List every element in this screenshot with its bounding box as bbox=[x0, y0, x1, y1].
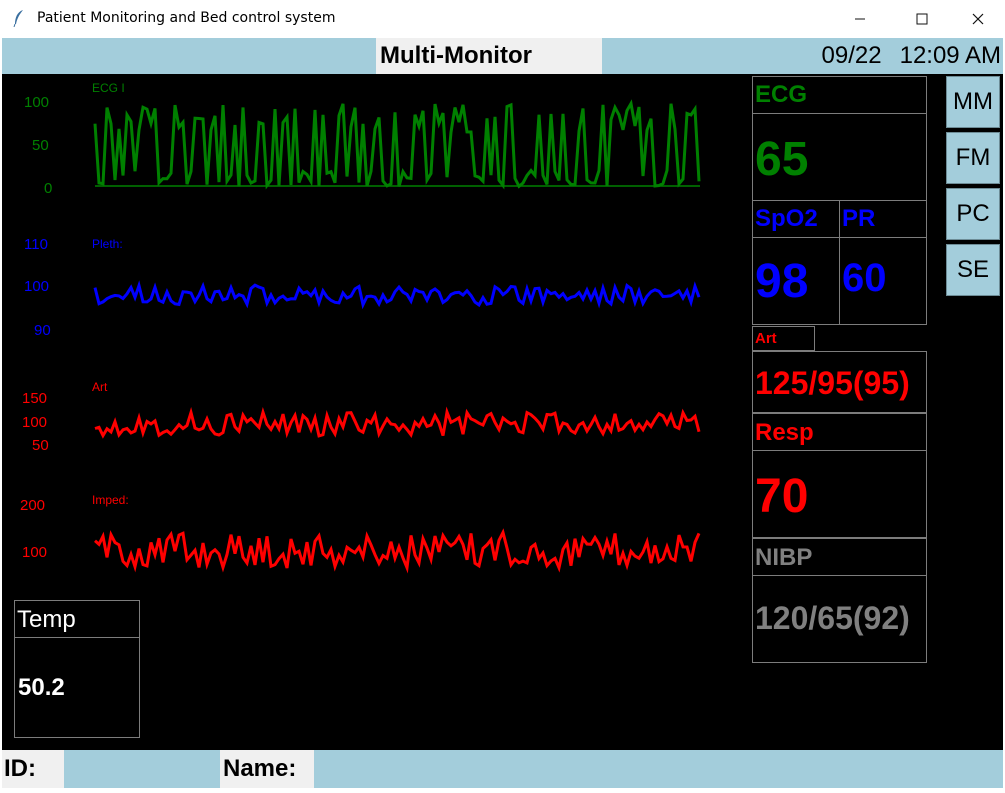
resp-label: Resp bbox=[755, 419, 814, 446]
name-label: Name: bbox=[220, 750, 314, 788]
id-label: ID: bbox=[2, 750, 64, 788]
date-time: 09/22 12:09 AM bbox=[804, 38, 1001, 74]
imped-waveform bbox=[94, 528, 701, 574]
ecg-label-box: ECG bbox=[752, 76, 927, 114]
ecg-scale-mid: 50 bbox=[32, 137, 49, 154]
mm-button[interactable]: MM bbox=[946, 76, 1000, 128]
pr-value: 60 bbox=[842, 256, 887, 300]
ecg-scale-low: 0 bbox=[44, 180, 52, 197]
maximize-button[interactable] bbox=[894, 0, 950, 38]
art-scale-low: 50 bbox=[32, 437, 49, 454]
ecg-wave-label: ECG I bbox=[92, 81, 125, 95]
art-label-box: Art bbox=[752, 326, 815, 351]
window-bottom-edge bbox=[0, 788, 1005, 793]
art-value: 125/95(95) bbox=[755, 365, 910, 401]
window-title: Patient Monitoring and Bed control syste… bbox=[37, 10, 336, 26]
close-icon bbox=[972, 13, 984, 25]
imped-scale-high: 200 bbox=[20, 497, 45, 514]
spo2-value-box: 98 bbox=[752, 237, 840, 325]
imped-scale-low: 100 bbox=[22, 544, 47, 561]
pr-label-box: PR bbox=[839, 200, 927, 238]
ecg-label: ECG bbox=[755, 81, 808, 108]
nibp-value-box: 120/65(92) bbox=[752, 575, 927, 663]
name-field[interactable] bbox=[316, 750, 1002, 788]
maximize-icon bbox=[916, 13, 928, 25]
se-button[interactable]: SE bbox=[946, 244, 1000, 296]
nibp-value: 120/65(92) bbox=[755, 600, 910, 636]
art-waveform bbox=[94, 406, 701, 439]
nibp-label-box: NIBP bbox=[752, 538, 927, 576]
spo2-label-box: SpO2 bbox=[752, 200, 840, 238]
imped-wave-label: Imped: bbox=[92, 493, 129, 507]
pleth-scale-low: 90 bbox=[34, 322, 51, 339]
pr-label: PR bbox=[842, 205, 876, 232]
id-field[interactable] bbox=[66, 750, 218, 788]
art-scale-mid: 100 bbox=[22, 414, 47, 431]
page-title: Multi-Monitor bbox=[376, 38, 602, 74]
resp-value: 70 bbox=[755, 470, 809, 523]
pleth-wave-label: Pleth: bbox=[92, 237, 123, 251]
art-scale-high: 150 bbox=[22, 390, 47, 407]
window-titlebar: Patient Monitoring and Bed control syste… bbox=[0, 0, 1005, 38]
pc-button[interactable]: PC bbox=[946, 188, 1000, 240]
ecg-value-box: 65 bbox=[752, 113, 927, 201]
pr-value-box: 60 bbox=[839, 237, 927, 325]
resp-value-box: 70 bbox=[752, 450, 927, 538]
time-label: 12:09 AM bbox=[899, 42, 1001, 69]
art-label: Art bbox=[755, 330, 777, 347]
footer-bar bbox=[2, 750, 1003, 788]
feather-icon bbox=[13, 10, 23, 27]
art-wave-label: Art bbox=[92, 380, 108, 394]
spo2-value: 98 bbox=[755, 255, 809, 308]
pleth-waveform bbox=[93, 280, 701, 310]
date-label: 09/22 bbox=[821, 42, 882, 69]
temp-value-box: 50.2 bbox=[14, 637, 140, 738]
resp-label-box: Resp bbox=[752, 413, 927, 451]
pleth-scale-mid: 100 bbox=[24, 278, 49, 295]
close-button[interactable] bbox=[950, 0, 1005, 38]
spo2-label: SpO2 bbox=[755, 205, 818, 232]
ecg-value: 65 bbox=[755, 133, 809, 186]
ecg-waveform bbox=[93, 99, 701, 190]
temp-label-box: Temp bbox=[14, 600, 140, 638]
minimize-icon bbox=[855, 18, 865, 20]
fm-button[interactable]: FM bbox=[946, 132, 1000, 184]
temp-label: Temp bbox=[17, 606, 76, 633]
monitor-area bbox=[2, 38, 1003, 791]
ecg-scale-high: 100 bbox=[24, 94, 49, 111]
pleth-scale-high: 110 bbox=[24, 236, 48, 253]
nibp-label: NIBP bbox=[755, 544, 813, 571]
minimize-button[interactable] bbox=[832, 0, 888, 38]
temp-value: 50.2 bbox=[18, 674, 65, 701]
art-value-box: 125/95(95) bbox=[752, 351, 927, 413]
